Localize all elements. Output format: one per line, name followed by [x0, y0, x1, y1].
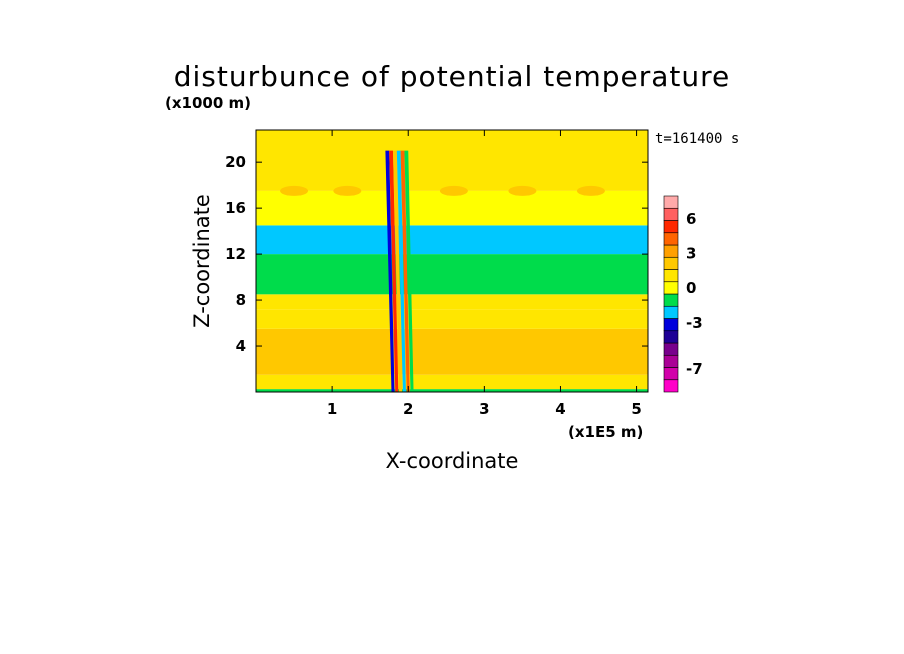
colorbar-swatch-4: [663, 330, 679, 344]
x-unit-label: (x1E5 m): [568, 423, 643, 441]
layer-4: [256, 294, 648, 310]
x-axis: 1 2 3 4 5: [327, 130, 642, 418]
plume-streak-2: [393, 150, 403, 392]
x-tick-label-1: 2: [403, 400, 413, 418]
layer-1: [256, 374, 648, 390]
y-tick-label-2: 12: [225, 245, 246, 263]
y-axis: 4 8 12 16 20: [225, 153, 648, 355]
colorbar-label-4: 6: [686, 210, 696, 228]
colorbar-swatch-0: [663, 379, 679, 393]
chart-title: disturbunce of potential temperature: [174, 60, 731, 93]
contour-field: [256, 130, 648, 392]
colorbar-swatch-15: [663, 195, 679, 209]
colorbar-swatch-14: [663, 207, 679, 221]
x-axis-label: X-coordinate: [386, 449, 519, 473]
x-tick-label-4: 5: [631, 400, 641, 418]
y-tick-label-3: 16: [225, 199, 246, 217]
y-tick-label-0: 4: [236, 337, 246, 355]
x-tick-label-3: 4: [555, 400, 565, 418]
colorbar-swatch-10: [663, 256, 679, 270]
warm-blob-4: [576, 185, 605, 196]
colorbar-swatch-8: [663, 281, 679, 295]
time-label: t=161400 s: [655, 131, 739, 147]
layer-8: [256, 130, 648, 191]
colorbar-swatch-7: [663, 293, 679, 307]
colorbar-swatch-13: [663, 220, 679, 234]
colorbar-swatch-1: [663, 367, 679, 381]
colorbar-swatch-3: [663, 342, 679, 356]
layer-0: [256, 389, 648, 392]
x-tick-label-0: 1: [327, 400, 337, 418]
layer-2: [256, 328, 648, 375]
colorbar-label-3: 3: [686, 245, 696, 263]
colorbar-label-2: 0: [686, 279, 696, 297]
layer-3: [256, 309, 648, 329]
y-unit-label: (x1000 m): [165, 94, 251, 112]
warm-blob-0: [280, 185, 309, 196]
plume-streak-5: [404, 150, 414, 392]
layer-5: [256, 254, 648, 295]
y-tick-label-1: 8: [236, 291, 246, 309]
colorbar: -7 -3 0 3 6: [663, 195, 703, 393]
plume-streak-0: [385, 150, 395, 392]
plume-streak-3: [396, 150, 406, 392]
colorbar-label-1: -3: [686, 314, 703, 332]
colorbar-swatch-12: [663, 232, 679, 246]
y-axis-label: Z-coordinate: [190, 194, 214, 328]
plume-streak-1: [389, 150, 399, 392]
y-tick-label-4: 20: [225, 153, 246, 171]
plot-frame: [255, 129, 649, 393]
colorbar-swatch-6: [663, 305, 679, 319]
colorbar-label-0: -7: [686, 360, 703, 378]
warm-blob-1: [333, 185, 362, 196]
warm-blob-2: [439, 185, 468, 196]
colorbar-swatch-5: [663, 318, 679, 332]
x-tick-label-2: 3: [479, 400, 489, 418]
warm-blob-3: [508, 185, 537, 196]
colorbar-swatch-9: [663, 269, 679, 283]
colorbar-swatch-11: [663, 244, 679, 258]
plume-streak-4: [400, 150, 410, 392]
layer-7: [256, 190, 648, 226]
layer-6: [256, 225, 648, 255]
colorbar-swatch-2: [663, 354, 679, 368]
